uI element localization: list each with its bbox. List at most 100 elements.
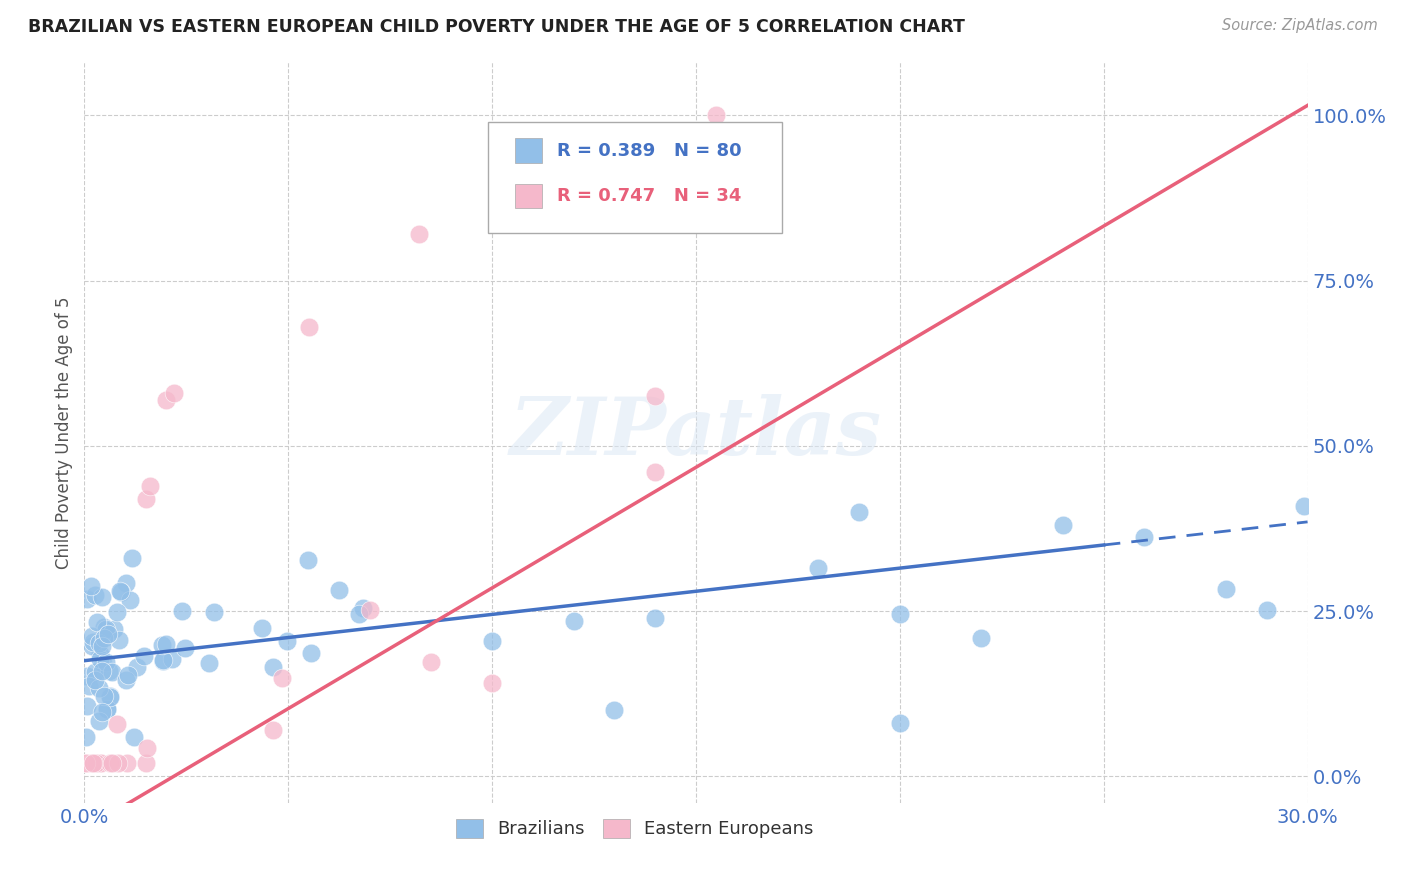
Point bbox=[80, 579, 103, 593]
Point bbox=[250, 621, 273, 635]
Point bbox=[75, 756, 97, 771]
Point bbox=[96, 702, 118, 716]
Point bbox=[87, 756, 110, 771]
Point bbox=[117, 756, 139, 771]
Point bbox=[101, 665, 124, 680]
Point bbox=[82, 756, 104, 771]
Text: R = 0.747   N = 34: R = 0.747 N = 34 bbox=[557, 186, 741, 205]
Point bbox=[98, 756, 121, 771]
Point bbox=[82, 756, 104, 771]
Text: ZIPatlas: ZIPatlas bbox=[510, 394, 882, 471]
Point bbox=[94, 623, 117, 637]
Point bbox=[328, 583, 350, 598]
Point bbox=[77, 756, 100, 771]
Point bbox=[155, 636, 177, 650]
Point bbox=[91, 656, 114, 670]
Point bbox=[91, 639, 114, 653]
Point bbox=[80, 756, 103, 771]
Point bbox=[271, 672, 294, 686]
Point bbox=[86, 615, 108, 629]
FancyBboxPatch shape bbox=[515, 184, 541, 208]
Point bbox=[150, 638, 173, 652]
Point bbox=[97, 626, 120, 640]
Point bbox=[105, 716, 128, 731]
Point bbox=[298, 319, 321, 334]
Point bbox=[80, 629, 103, 643]
Point bbox=[481, 634, 503, 648]
Point bbox=[110, 585, 132, 599]
Point bbox=[89, 714, 111, 728]
Point bbox=[603, 703, 626, 717]
Point bbox=[160, 652, 183, 666]
Point bbox=[84, 756, 107, 771]
Point bbox=[408, 227, 430, 242]
Point bbox=[481, 676, 503, 690]
Point bbox=[100, 756, 122, 771]
Point bbox=[84, 756, 107, 771]
Point bbox=[110, 583, 132, 598]
Point bbox=[152, 654, 174, 668]
Point bbox=[136, 740, 159, 755]
Point bbox=[77, 679, 100, 693]
Point bbox=[84, 756, 107, 771]
Point bbox=[122, 730, 145, 744]
Point bbox=[135, 756, 157, 771]
Text: Source: ZipAtlas.com: Source: ZipAtlas.com bbox=[1222, 18, 1378, 33]
Text: R = 0.389   N = 80: R = 0.389 N = 80 bbox=[557, 142, 741, 160]
Point bbox=[155, 392, 177, 407]
Point bbox=[807, 561, 830, 575]
Point bbox=[90, 591, 112, 605]
Point bbox=[117, 668, 139, 682]
Point bbox=[93, 631, 115, 645]
Point bbox=[347, 607, 370, 621]
Point bbox=[138, 478, 160, 492]
Point bbox=[96, 622, 118, 636]
Point bbox=[93, 620, 115, 634]
Point bbox=[83, 665, 105, 680]
Point bbox=[82, 639, 104, 653]
Point bbox=[76, 669, 98, 683]
Point bbox=[198, 656, 221, 670]
FancyBboxPatch shape bbox=[488, 121, 782, 233]
Point bbox=[76, 591, 98, 606]
FancyBboxPatch shape bbox=[515, 138, 541, 162]
Point bbox=[83, 673, 105, 687]
Point bbox=[108, 632, 131, 647]
Point bbox=[1133, 530, 1156, 544]
Point bbox=[1256, 603, 1278, 617]
Point bbox=[299, 647, 322, 661]
Point bbox=[93, 689, 115, 703]
Point bbox=[82, 635, 104, 649]
Point bbox=[121, 551, 143, 566]
Point bbox=[107, 756, 129, 771]
Point bbox=[76, 698, 98, 713]
Point bbox=[644, 389, 666, 403]
Point bbox=[87, 636, 110, 650]
Point bbox=[97, 664, 120, 678]
Point bbox=[103, 622, 125, 636]
Point bbox=[889, 607, 911, 622]
Point bbox=[706, 108, 728, 122]
Point bbox=[276, 634, 298, 648]
Point bbox=[352, 601, 374, 615]
Point bbox=[79, 756, 101, 771]
Point bbox=[152, 653, 174, 667]
Point bbox=[163, 386, 186, 401]
Point bbox=[644, 611, 666, 625]
Point bbox=[79, 756, 101, 771]
Point bbox=[359, 603, 381, 617]
Point bbox=[90, 756, 112, 771]
Point bbox=[262, 660, 284, 674]
Point bbox=[90, 705, 112, 719]
Point bbox=[262, 723, 284, 737]
Text: BRAZILIAN VS EASTERN EUROPEAN CHILD POVERTY UNDER THE AGE OF 5 CORRELATION CHART: BRAZILIAN VS EASTERN EUROPEAN CHILD POVE… bbox=[28, 18, 965, 36]
Point bbox=[297, 553, 319, 567]
Point bbox=[89, 652, 111, 666]
Point bbox=[127, 660, 149, 674]
Point bbox=[562, 614, 585, 628]
Legend: Brazilians, Eastern Europeans: Brazilians, Eastern Europeans bbox=[449, 812, 821, 846]
Point bbox=[132, 649, 155, 664]
Point bbox=[98, 690, 121, 705]
Point bbox=[75, 730, 97, 744]
Point bbox=[848, 505, 870, 519]
